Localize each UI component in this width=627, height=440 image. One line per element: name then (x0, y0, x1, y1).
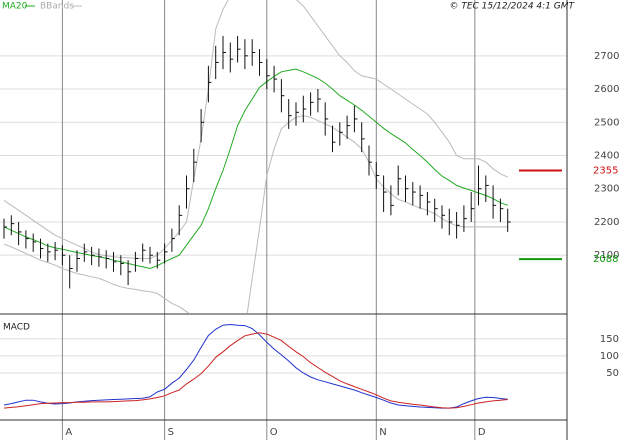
macd-line (3, 323, 508, 409)
y-tick-label: 2100 (594, 250, 619, 261)
x-tick-label: N (379, 427, 386, 438)
y-tick-label: 2400 (594, 151, 619, 162)
macd-line (3, 332, 508, 409)
y-tick-label: 2500 (594, 117, 619, 128)
level-label: 2355 (593, 165, 618, 176)
x-tick-label: S (168, 427, 174, 438)
grid (0, 0, 567, 440)
y-tick-label: 100 (600, 351, 619, 362)
x-tick-label: A (65, 427, 72, 438)
price-panel (3, 0, 511, 313)
y-tick-label: 150 (600, 334, 619, 345)
level-label: 2088 (593, 254, 618, 265)
legend-ma20: MA20 (2, 2, 28, 12)
x-tick-label: D (478, 427, 486, 438)
legend-bbands: BBands (40, 2, 74, 12)
ma20 (3, 68, 508, 270)
macd-panel (3, 323, 508, 409)
macd-title: MACD (3, 323, 30, 333)
bband-lower (3, 115, 508, 313)
copyright: © TEC 15/12/2024 4:1 GMT (449, 2, 575, 12)
bband-upper (3, 0, 508, 259)
y-tick-label: 2600 (594, 84, 619, 95)
y-tick-label: 2700 (594, 51, 619, 62)
x-tick-label: O (270, 427, 278, 438)
y-tick-label: 50 (606, 368, 619, 379)
y-tick-label: 2300 (594, 184, 619, 195)
y-tick-label: 2200 (594, 217, 619, 228)
